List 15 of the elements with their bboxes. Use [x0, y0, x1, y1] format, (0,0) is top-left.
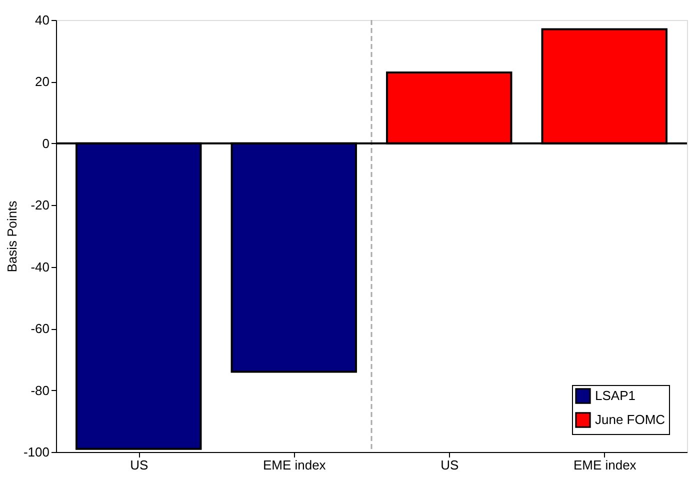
y-tick-label: -60	[30, 321, 50, 336]
x-tick-label: US	[440, 458, 459, 472]
y-tick-label: -40	[30, 259, 50, 274]
y-tick-label: -80	[30, 382, 50, 398]
x-tick-label: US	[130, 458, 148, 472]
y-tick-label: 20	[35, 74, 50, 90]
y-tick-label: 40	[35, 12, 50, 28]
y-tick-label: -20	[30, 198, 50, 213]
x-tick-label: EME index	[262, 458, 326, 472]
y-axis-title: Basis Points	[4, 200, 20, 272]
y-tick-label: 0	[42, 136, 50, 151]
legend-label: LSAP1	[595, 388, 636, 403]
legend-label: June FOMC	[595, 412, 666, 427]
y-tick-label: -100	[23, 444, 50, 460]
x-tick-label: EME index	[573, 458, 637, 472]
